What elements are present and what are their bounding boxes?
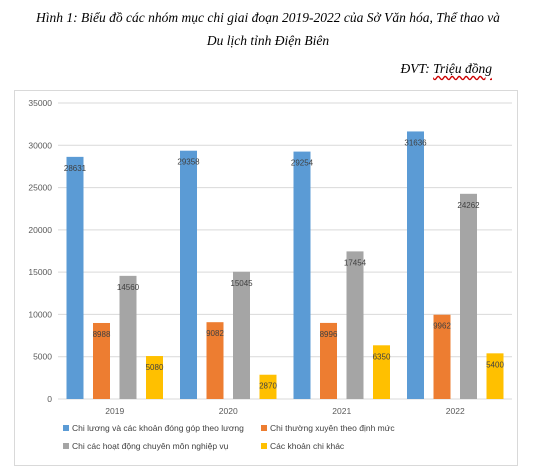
chart-frame (14, 90, 518, 466)
y-tick-label: 35000 (28, 98, 52, 108)
bar (233, 271, 250, 399)
data-label: 9962 (433, 322, 451, 331)
bar (206, 322, 224, 399)
x-tick-label: 2019 (105, 406, 124, 416)
bar (180, 150, 197, 399)
x-tick-label: 2022 (446, 406, 465, 416)
y-tick-label: 25000 (28, 183, 52, 193)
legend-swatch (261, 443, 267, 449)
legend-swatch (63, 443, 69, 449)
bar (146, 356, 163, 399)
bar (373, 345, 390, 399)
bar (93, 322, 110, 399)
x-tick-label: 2021 (332, 406, 351, 416)
figure-caption-line1: Hình 1: Biểu đồ các nhóm mục chi giai đo… (36, 10, 500, 25)
data-label: 24262 (457, 201, 480, 210)
data-label: 8996 (320, 330, 338, 339)
y-tick-label: 10000 (28, 309, 52, 319)
bar (119, 275, 137, 399)
figure-caption-line2: Du lịch tỉnh Điện Biên (206, 33, 330, 48)
bar (433, 314, 451, 399)
legend-swatch (261, 425, 267, 431)
data-label: 28631 (64, 164, 87, 173)
bar (293, 151, 311, 399)
unit-value: Triệu đồng (433, 61, 492, 76)
data-label: 15045 (230, 279, 253, 288)
unit-label: ĐVT: Triệu đồng (400, 61, 492, 77)
data-label: 9082 (206, 329, 224, 338)
x-tick-label: 2020 (219, 406, 238, 416)
legend-swatch (63, 425, 69, 431)
legend-label: Chi lương và các khoản đóng góp theo lươ… (72, 423, 244, 433)
data-label: 6350 (373, 352, 391, 361)
legend-label: Các khoản chi khác (270, 441, 345, 451)
data-label: 31636 (404, 138, 427, 147)
y-tick-label: 30000 (28, 140, 52, 150)
bar (320, 322, 337, 399)
y-tick-label: 20000 (28, 225, 52, 235)
bar (460, 193, 477, 399)
data-label: 29254 (291, 159, 314, 168)
unit-prefix: ĐVT: (400, 61, 434, 76)
bar (486, 353, 504, 399)
y-tick-label: 0 (47, 394, 52, 404)
data-label: 17454 (344, 258, 367, 267)
bar (259, 374, 277, 399)
legend-label: Chi các hoạt động chuyên môn nghiệp vụ (72, 441, 229, 451)
data-label: 14560 (117, 283, 140, 292)
y-tick-label: 5000 (33, 352, 52, 362)
data-label: 2870 (259, 382, 277, 391)
bar (407, 131, 424, 399)
data-label: 5400 (486, 360, 504, 369)
data-label: 5080 (146, 363, 164, 372)
data-label: 29358 (177, 158, 200, 167)
y-tick-label: 15000 (28, 267, 52, 277)
bar (66, 156, 84, 399)
legend-label: Chi thường xuyên theo định mức (270, 423, 395, 433)
data-label: 8988 (93, 330, 111, 339)
bar (346, 251, 364, 399)
